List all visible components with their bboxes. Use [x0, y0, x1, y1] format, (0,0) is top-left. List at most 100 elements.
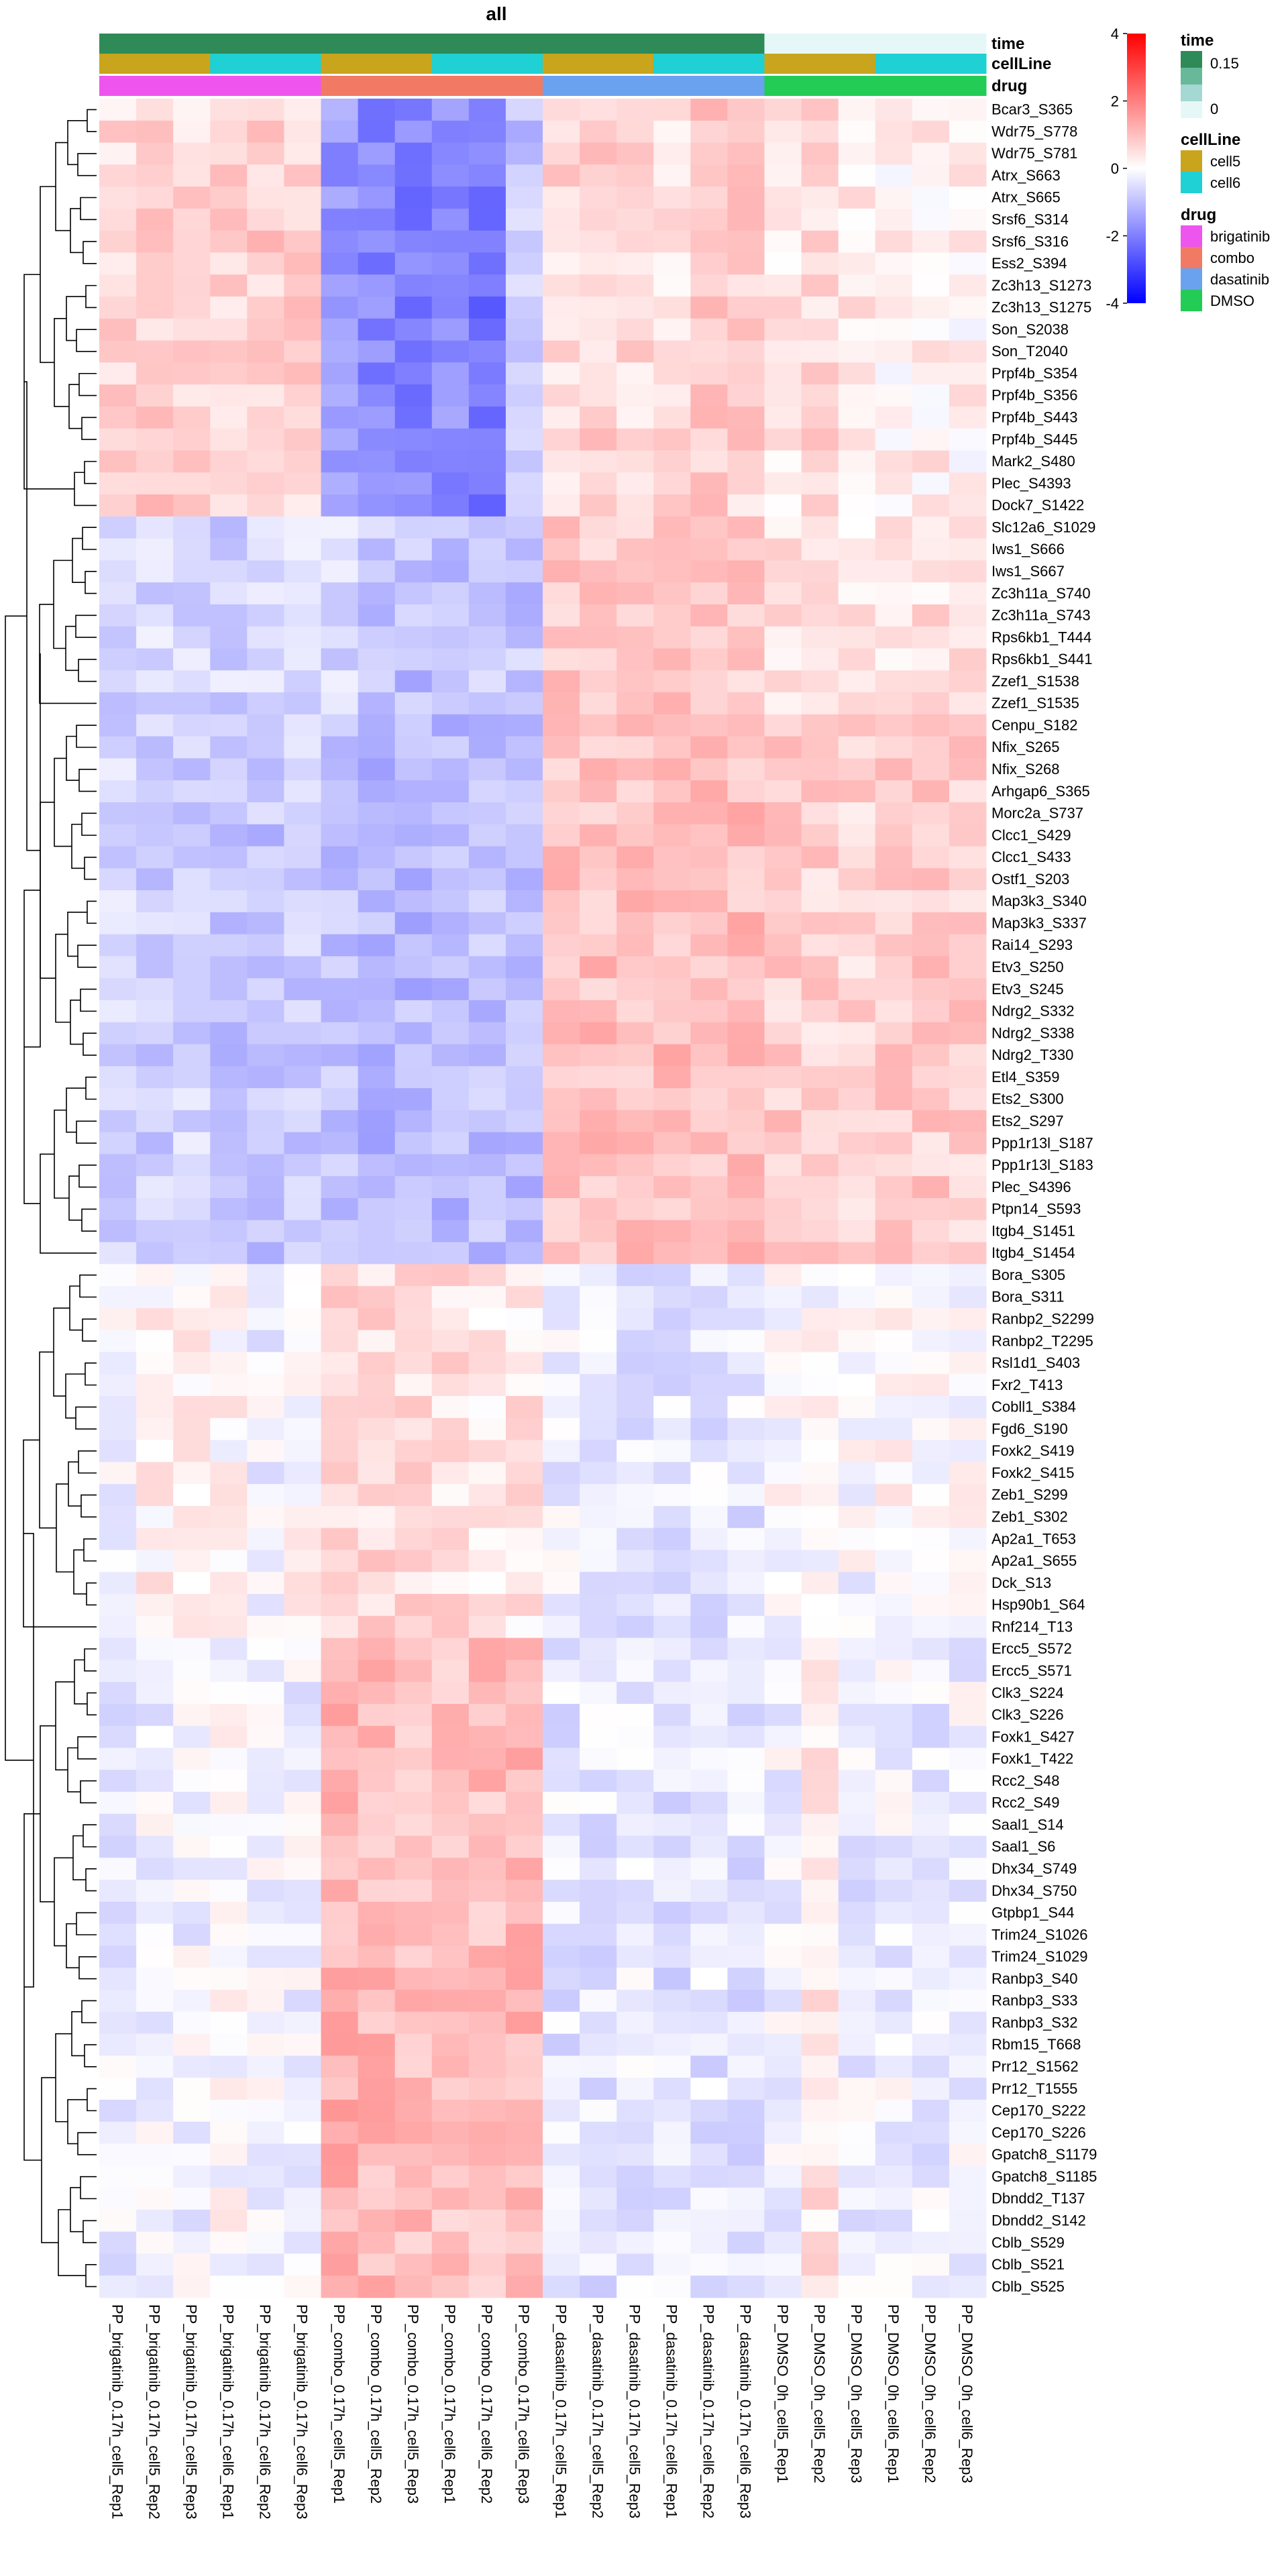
heatmap-cell — [505, 1264, 543, 1287]
heatmap-cell — [358, 384, 396, 407]
heatmap-cell — [801, 2231, 839, 2254]
heatmap-cell — [875, 1417, 913, 1441]
heatmap-cell — [136, 450, 174, 473]
heatmap-cell — [284, 1307, 321, 1331]
dendrogram-branch — [82, 527, 97, 550]
heatmap-cell — [727, 626, 765, 649]
heatmap-cell — [838, 538, 876, 561]
heatmap-cell — [284, 494, 321, 517]
heatmap-cell — [727, 1725, 765, 1748]
heatmap-cell — [616, 1813, 654, 1837]
heatmap-cell — [875, 1615, 913, 1639]
heatmap-cell — [173, 1440, 211, 1462]
heatmap-cell — [358, 2188, 396, 2210]
heatmap-cell — [801, 1286, 839, 1309]
heatmap-cell — [321, 1132, 359, 1155]
heatmap-cell — [949, 1352, 987, 1375]
heatmap-cell — [875, 362, 913, 385]
heatmap-cell — [690, 297, 728, 319]
column-label: PP_dasatinib_0.17h_cell5_Rep1 — [552, 2304, 569, 2518]
heatmap-cell — [505, 2188, 543, 2210]
heatmap-cell — [580, 1484, 617, 1507]
heatmap-cell — [358, 582, 396, 605]
row-label: Prr12_S1562 — [991, 2058, 1079, 2075]
heatmap-cell — [801, 1550, 839, 1572]
heatmap-cell — [727, 1748, 765, 1770]
heatmap-cell — [99, 1242, 137, 1265]
heatmap-cell — [284, 604, 321, 627]
heatmap-cell — [949, 692, 987, 715]
heatmap-cell — [912, 1307, 950, 1331]
heatmap-cell — [468, 472, 506, 495]
heatmap-cell — [431, 297, 470, 319]
heatmap-cell — [468, 1770, 506, 1792]
heatmap-cell — [136, 1264, 174, 1287]
heatmap-cell — [801, 1901, 839, 1925]
heatmap-cell — [653, 1264, 691, 1287]
heatmap-cell — [653, 670, 691, 693]
heatmap-cell — [173, 1110, 211, 1133]
heatmap-cell — [580, 99, 617, 121]
heatmap-cell — [875, 560, 913, 583]
heatmap-cell — [838, 934, 876, 957]
heatmap-cell — [801, 142, 839, 165]
heatmap-cell — [543, 494, 580, 517]
heatmap-cell — [99, 1615, 137, 1639]
heatmap-cell — [875, 868, 913, 891]
heatmap-cell — [764, 99, 802, 121]
heatmap-cell — [801, 1044, 839, 1067]
heatmap-cell — [727, 1968, 765, 1990]
dendrogram-branch — [78, 1450, 97, 1474]
heatmap-cell — [431, 1264, 470, 1287]
heatmap-cell — [838, 1527, 876, 1550]
row-label: Plec_S4393 — [991, 475, 1071, 492]
cellline-annotation-cell — [210, 54, 248, 74]
row-label: Mark2_S480 — [991, 453, 1075, 470]
heatmap-cell — [247, 1527, 284, 1550]
heatmap-cell — [505, 186, 543, 209]
heatmap-cell — [247, 1813, 284, 1837]
heatmap-cell — [284, 2188, 321, 2210]
heatmap-cell — [727, 780, 765, 803]
heatmap-cell — [247, 1748, 284, 1770]
legends: 420-2-4time0.150cellLinecell5cell6drugbr… — [1106, 25, 1270, 312]
heatmap-cell — [505, 1945, 543, 1968]
heatmap-cell — [727, 1527, 765, 1550]
heatmap-cell — [727, 1572, 765, 1595]
heatmap-cell — [801, 99, 839, 121]
row-label: Morc2a_S737 — [991, 805, 1083, 822]
heatmap-cell — [394, 2121, 433, 2145]
heatmap-cell — [764, 692, 802, 715]
heatmap-cell — [543, 2165, 580, 2188]
heatmap-cell — [543, 2253, 580, 2276]
heatmap-cell — [580, 1330, 617, 1352]
heatmap-cell — [284, 978, 321, 1001]
heatmap-cell — [801, 1198, 839, 1221]
heatmap-cell — [543, 912, 580, 935]
heatmap-cell — [949, 2099, 987, 2123]
heatmap-cell — [173, 516, 211, 539]
heatmap-cell — [210, 890, 248, 913]
heatmap-cell — [875, 1176, 913, 1199]
heatmap-cell — [912, 1858, 950, 1880]
heatmap-cell — [431, 1307, 470, 1331]
heatmap-cell — [247, 2033, 284, 2056]
heatmap-cell — [727, 912, 765, 935]
heatmap-cell — [321, 2188, 359, 2210]
column-labels: PP_brigatinib_0.17h_cell5_Rep1 PP_brigati… — [109, 2304, 975, 2519]
heatmap-cell — [580, 1660, 617, 1682]
heatmap-cell — [838, 1505, 876, 1529]
heatmap-cell — [173, 1307, 211, 1331]
drug-annotation-cell — [136, 76, 174, 96]
dendrogram-branch — [23, 1439, 97, 1628]
heatmap-cell — [173, 648, 211, 671]
heatmap-cell — [690, 824, 728, 847]
heatmap-cell — [875, 164, 913, 187]
heatmap-cell — [284, 186, 321, 209]
heatmap-cell — [949, 1505, 987, 1529]
heatmap-cell — [764, 868, 802, 891]
heatmap-cell — [505, 626, 543, 649]
heatmap-cell — [394, 2275, 433, 2298]
heatmap-cell — [801, 340, 839, 363]
heatmap-cell — [173, 362, 211, 385]
